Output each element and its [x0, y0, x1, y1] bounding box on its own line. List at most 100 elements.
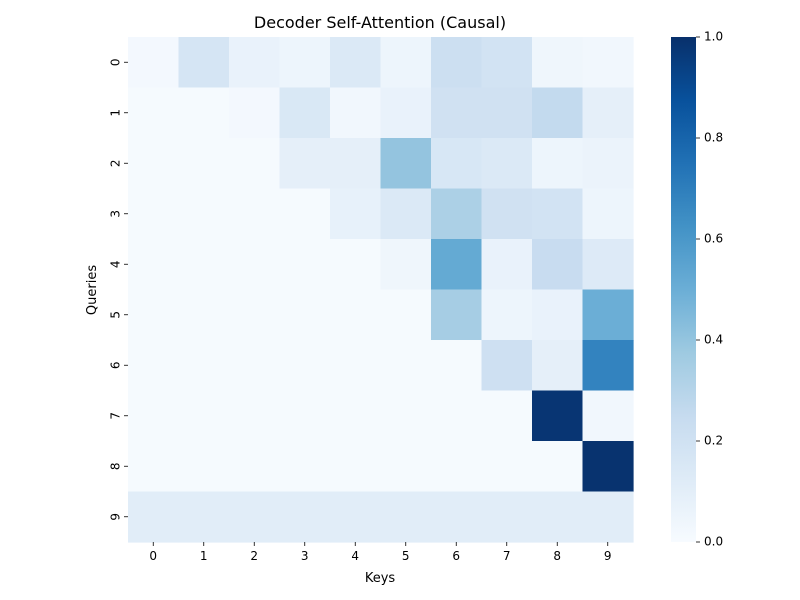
heatmap-cell	[380, 87, 432, 139]
heatmap-cell	[380, 239, 432, 291]
heatmap-cell	[431, 340, 483, 392]
heatmap-cell	[532, 37, 584, 89]
heatmap-cell	[532, 289, 584, 341]
heatmap-cell	[431, 37, 483, 89]
heatmap-cell	[481, 390, 533, 442]
heatmap-cell	[279, 289, 331, 341]
y-tick-label: 2	[109, 159, 123, 167]
heatmap-cell	[128, 188, 180, 240]
heatmap-cell	[431, 441, 483, 493]
heatmap-cell	[582, 340, 634, 392]
heatmap-cell	[532, 188, 584, 240]
heatmap-cell	[178, 138, 230, 190]
x-tick-label: 2	[250, 549, 258, 563]
heatmap-cell	[481, 87, 533, 139]
heatmap-cell	[380, 138, 432, 190]
heatmap-cell	[431, 87, 483, 139]
heatmap-cell	[532, 491, 584, 543]
heatmap-cell	[178, 37, 230, 89]
colorbar-tick-label: 0.8	[704, 131, 723, 145]
colorbar: 0.0 0.2 0.4 0.6 0.8 1.0	[671, 30, 723, 549]
x-tick-label: 5	[402, 549, 410, 563]
x-tick-label: 8	[553, 549, 561, 563]
y-tick-label: 1	[109, 109, 123, 117]
heatmap-cell	[178, 491, 230, 543]
heatmap-cell	[380, 491, 432, 543]
heatmap-cell	[380, 340, 432, 392]
heatmap-cell	[178, 441, 230, 493]
heatmap-cell	[279, 138, 331, 190]
heatmap-cell	[128, 340, 180, 392]
heatmap-cell	[330, 289, 382, 341]
heatmap-cell	[178, 87, 230, 139]
x-axis-ticks: 0 1 2 3 4 5 6 7 8 9	[149, 542, 612, 563]
heatmap-cell	[481, 37, 533, 89]
y-tick-label: 6	[109, 361, 123, 369]
heatmap-cell	[330, 37, 382, 89]
heatmap-cell	[128, 37, 180, 89]
y-tick-label: 9	[109, 513, 123, 521]
heatmap-cell	[582, 87, 634, 139]
heatmap-cell	[178, 340, 230, 392]
heatmap-cell	[279, 390, 331, 442]
heatmap-cell	[431, 390, 483, 442]
heatmap-cell	[229, 138, 281, 190]
heatmap-cell	[582, 441, 634, 493]
heatmap-cell	[481, 239, 533, 291]
heatmap-cell	[229, 87, 281, 139]
x-tick-label: 7	[503, 549, 511, 563]
heatmap-cell	[582, 138, 634, 190]
y-tick-label: 3	[109, 210, 123, 218]
heatmap-cell	[431, 188, 483, 240]
heatmap-cell	[380, 390, 432, 442]
heatmap-cell	[380, 441, 432, 493]
y-tick-label: 8	[109, 462, 123, 470]
heatmap-cell	[380, 188, 432, 240]
colorbar-tick-label: 0.2	[704, 434, 723, 448]
heatmap-cell	[279, 491, 331, 543]
colorbar-gradient	[671, 37, 696, 542]
colorbar-tick-label: 0.6	[704, 232, 723, 246]
heatmap-cell	[330, 239, 382, 291]
x-tick-label: 9	[604, 549, 612, 563]
y-tick-label: 7	[109, 412, 123, 420]
heatmap-cell	[431, 138, 483, 190]
heatmap-cell	[330, 138, 382, 190]
heatmap-cell	[532, 138, 584, 190]
heatmap-cell	[582, 390, 634, 442]
x-tick-label: 1	[200, 549, 208, 563]
chart-title: Decoder Self-Attention (Causal)	[254, 13, 506, 32]
heatmap-cell	[330, 340, 382, 392]
heatmap-cell	[229, 188, 281, 240]
y-tick-label: 5	[109, 311, 123, 319]
heatmap-cell	[481, 188, 533, 240]
heatmap-cell	[279, 239, 331, 291]
heatmap-cell	[481, 138, 533, 190]
heatmap-cell	[178, 390, 230, 442]
y-axis-ticks: 0 1 2 3 4 5 6 7 8 9	[109, 58, 128, 521]
x-axis-label: Keys	[365, 571, 396, 586]
heatmap-cell	[128, 239, 180, 291]
heatmap-cell	[128, 289, 180, 341]
x-tick-label: 6	[452, 549, 460, 563]
colorbar-tick-label: 1.0	[704, 30, 723, 44]
y-tick-label: 0	[109, 58, 123, 66]
heatmap-cell	[229, 37, 281, 89]
heatmap-cell	[532, 441, 584, 493]
heatmap-cell	[582, 188, 634, 240]
heatmap-cell	[330, 491, 382, 543]
heatmap-cell	[431, 289, 483, 341]
heatmap-cell	[481, 441, 533, 493]
heatmap-cell	[582, 491, 634, 543]
heatmap-cell	[128, 138, 180, 190]
heatmap-cell	[582, 289, 634, 341]
heatmap-cell	[229, 491, 281, 543]
heatmap-cell	[128, 441, 180, 493]
x-tick-label: 3	[301, 549, 309, 563]
x-tick-label: 4	[351, 549, 359, 563]
heatmap-cell	[330, 188, 382, 240]
heatmap-cell	[431, 239, 483, 291]
heatmap-cell	[330, 390, 382, 442]
colorbar-tick-label: 0.0	[704, 535, 723, 549]
